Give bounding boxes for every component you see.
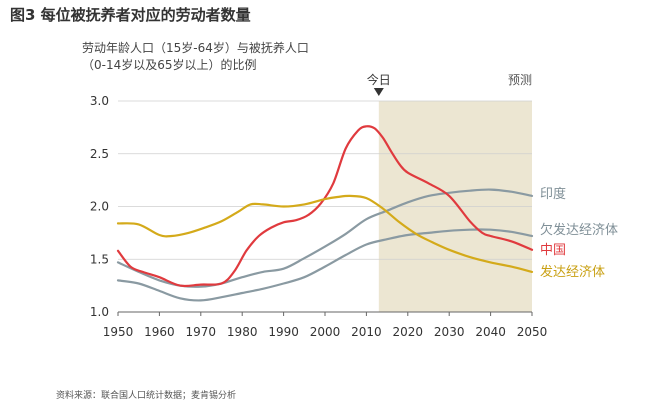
chart-subtitle: 劳动年龄人口（15岁-64岁）与被抚养人口 （0-14岁以及65岁以上）的比例 [82,40,309,74]
x-tick-label: 1960 [144,325,175,339]
y-tick-label: 2.0 [90,200,109,214]
series-label-india: 印度 [540,186,566,202]
x-tick-label: 2000 [310,325,341,339]
y-tick-label: 2.5 [90,147,109,161]
x-tick-label: 1950 [103,325,134,339]
annotations: 今日 预测 [367,72,532,96]
subtitle-line-2: （0-14岁以及65岁以上）的比例 [82,58,257,72]
series-lines [116,125,534,302]
x-tick-label: 2040 [475,325,506,339]
series-label-less-developed: 欠发达经济体 [540,222,618,238]
x-tick-label: 1990 [268,325,299,339]
axes: 1.0 1.5 2.0 2.5 3.0 1950 1960 1970 1980 1990 2000 2… [90,94,547,339]
x-tick-label: 1970 [186,325,217,339]
subtitle-line-1: 劳动年龄人口（15岁-64岁）与被抚养人口 [82,41,309,55]
x-tick-label: 2010 [351,325,382,339]
series-label-china: 中国 [540,243,566,258]
source-note: 资料来源：联合国人口统计数据；麦肯锡分析 [56,391,237,401]
x-tick-label: 1980 [227,325,258,339]
x-tick-label: 2030 [434,325,465,339]
y-tick-label: 1.0 [90,305,109,319]
series-line-developed [116,194,534,273]
forecast-label: 预测 [508,73,532,87]
series-line-india [116,228,534,302]
y-tick-label: 1.5 [90,252,109,266]
series-label-developed: 发达经济体 [540,264,605,280]
x-tick-label: 2050 [517,325,548,339]
x-tick-label: 2020 [393,325,424,339]
y-tick-label: 3.0 [90,94,109,108]
today-marker-icon [373,88,384,96]
today-label: 今日 [367,72,391,87]
series-line-china [116,125,534,288]
figure-title: 图3 每位被抚养者对应的劳动者数量 [10,6,251,24]
